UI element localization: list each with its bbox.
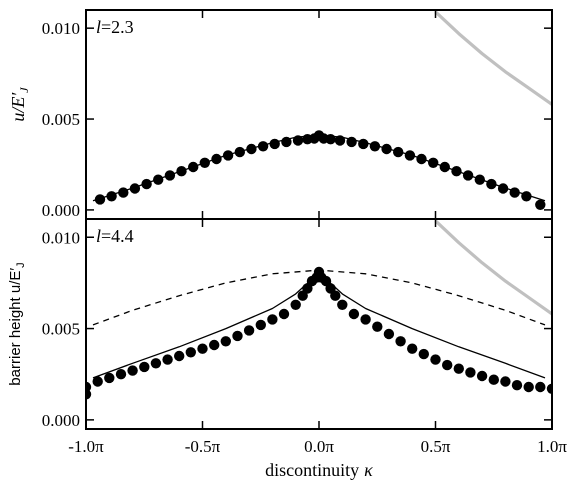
panel-bottom-ylabel: barrier height u/E′J (7, 262, 27, 385)
panel-bottom-point (535, 381, 546, 393)
panel-bottom-point (115, 369, 127, 380)
panel-bottom-frame (85, 218, 553, 430)
y-tick-label: 0.000 (42, 411, 80, 430)
panel-bottom-point (488, 374, 499, 385)
panel-bottom-point (232, 330, 243, 342)
panel-bottom-dashed-line (92, 269, 546, 326)
x-axis-label: discontinuity κ (265, 460, 373, 480)
x-axis-label-symbol: κ (364, 460, 373, 480)
panel-bottom-point (500, 376, 511, 387)
x-tick-label: -1.0π (68, 437, 104, 456)
panel-bottom-point (139, 361, 150, 373)
panel-bottom-ticks: 0.000 0.005 0.010 (42, 219, 553, 430)
panel-bottom-label: l=4.4 (96, 226, 134, 246)
panel-bottom-point (243, 325, 255, 336)
panel-top-point (269, 138, 280, 150)
panel-bottom-ylabel-text: barrier height u/E′ (7, 268, 24, 386)
panel-top-label-var: l (96, 17, 101, 37)
panel-bottom-solid-line (92, 271, 546, 379)
x-tick-label: 0.5π (421, 437, 451, 456)
panel-top-ticks: 0.000 0.005 0.010 (42, 10, 553, 220)
panel-top-frame (85, 9, 553, 220)
panel-bottom-point (220, 336, 231, 347)
panel-bottom-point (523, 381, 534, 393)
y-tick-label: 0.010 (42, 228, 80, 247)
y-tick-label: 0.000 (42, 201, 80, 220)
panel-bottom-label-var: l (96, 226, 101, 246)
panel-bottom-series (86, 219, 552, 400)
panel-bottom-point (430, 354, 441, 365)
panel-top-ylabel-text: u/E′ (8, 92, 28, 122)
panel-bottom-point (395, 336, 406, 347)
panel-bottom: 0.000 0.005 0.010 l=4.4 barrier height u/E… (7, 218, 553, 430)
panel-top-ylabel: u/E′J (8, 87, 31, 122)
panel-top-ylabel-sub: J (17, 87, 31, 93)
x-tick-label: -0.5π (185, 437, 221, 456)
panel-bottom-point (209, 339, 220, 351)
panel-bottom-point (330, 290, 341, 301)
panel-bottom-point (383, 328, 395, 340)
panel-top: 0.000 0.005 0.010 l=2.3 u/E′J (8, 9, 553, 220)
panel-top-series (92, 10, 552, 210)
panel-bottom-point (453, 363, 464, 374)
panel-bottom-ylabel-sub: J (15, 262, 27, 268)
panel-top-point (94, 194, 106, 205)
x-axis-label-text: discontinuity (265, 460, 359, 480)
panel-bottom-point (290, 299, 301, 310)
y-tick-label: 0.005 (42, 320, 80, 339)
panel-bottom-point (278, 308, 290, 320)
x-tick-label: 0.0π (304, 437, 334, 456)
panel-top-solid-line (92, 134, 546, 202)
y-tick-label: 0.005 (42, 110, 80, 129)
panel-bottom-point (372, 321, 383, 332)
panel-top-label-value: =2.3 (101, 17, 134, 37)
panel-bottom-label-value: =4.4 (101, 226, 134, 246)
panel-bottom-point (360, 314, 371, 325)
panel-bottom-point (185, 347, 196, 358)
panel-top-point (141, 178, 152, 190)
panel-top-point (486, 178, 497, 190)
panel-bottom-point (476, 370, 488, 382)
panel-bottom-point (511, 380, 523, 391)
panel-bottom-point (407, 343, 418, 354)
x-tick-labels: -1.0π -0.5π 0.0π 0.5π 1.0π (68, 437, 567, 456)
y-tick-label: 0.010 (42, 19, 80, 38)
panel-top-point (369, 141, 381, 152)
panel-bottom-point (337, 299, 348, 310)
panel-bottom-point (150, 358, 162, 369)
panel-bottom-point (418, 348, 429, 360)
panel-bottom-point (348, 308, 360, 320)
panel-bottom-point (465, 367, 476, 378)
panel-bottom-point (104, 372, 115, 384)
panel-bottom-point (92, 376, 103, 387)
panel-bottom-point (442, 359, 453, 371)
panel-top-point (358, 138, 369, 150)
panel-top-label: l=2.3 (96, 17, 134, 37)
panel-top-point (535, 199, 546, 210)
panel-bottom-point (127, 365, 138, 376)
panel-bottom-point (267, 314, 278, 325)
panel-top-gray-line (434, 10, 552, 106)
panel-bottom-point (174, 350, 185, 362)
x-tick-label: 1.0π (537, 437, 567, 456)
panel-bottom-point (546, 383, 552, 394)
panel-bottom-point (197, 343, 208, 354)
panel-top-point (257, 141, 269, 152)
panel-bottom-point (162, 354, 173, 365)
panel-bottom-point (86, 381, 92, 393)
panel-bottom-gray-line (434, 219, 552, 316)
panel-bottom-point (255, 319, 266, 331)
